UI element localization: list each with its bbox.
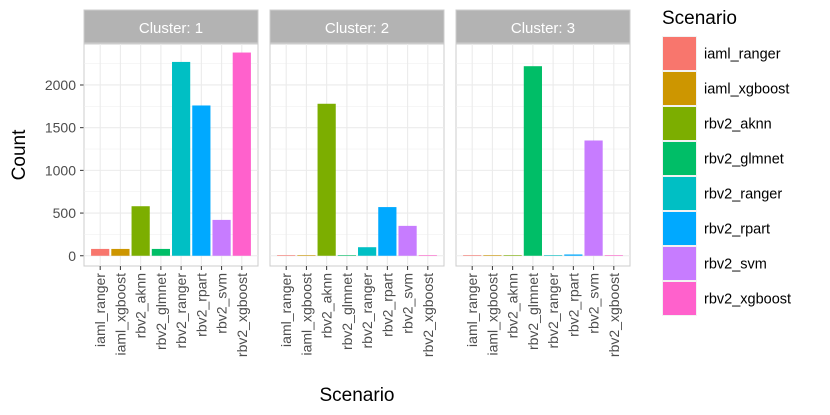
legend-label: rbv2_svm xyxy=(704,257,767,273)
legend-swatch-rbv2-xgboost xyxy=(663,282,696,315)
bar-rbv2-aknn xyxy=(317,103,336,256)
bar-iaml-ranger xyxy=(277,255,296,256)
facet-strip xyxy=(269,9,445,44)
x-tick-label: iaml_ranger xyxy=(464,273,480,347)
bar-rbv2-xgboost xyxy=(604,255,623,256)
x-axis-title: Scenario xyxy=(320,385,395,406)
legend-swatch-rbv2-rpart xyxy=(663,212,696,245)
x-tick-label: rbv2_xgboost xyxy=(606,273,622,357)
x-tick-label: rbv2_glmnet xyxy=(153,273,169,350)
panel-background xyxy=(455,43,631,267)
bar-rbv2-glmnet xyxy=(523,66,542,256)
legend-swatch-rbv2-ranger xyxy=(663,177,696,210)
bar-iaml-xgboost xyxy=(483,255,502,256)
x-tick-label: iaml_xgboost xyxy=(112,273,128,356)
bar-rbv2-rpart xyxy=(378,207,397,256)
bar-rbv2-glmnet xyxy=(151,248,170,256)
legend-label: rbv2_rpart xyxy=(704,222,770,238)
y-tick-label: 1500 xyxy=(45,120,76,136)
x-tick-label: rbv2_rpart xyxy=(193,273,209,337)
bar-rbv2-aknn xyxy=(503,255,522,256)
bar-rbv2-xgboost xyxy=(232,52,251,256)
x-tick-label: rbv2_aknn xyxy=(133,273,149,338)
facet-strip xyxy=(83,9,259,44)
y-axis-title: Count xyxy=(9,129,30,180)
legend-label: rbv2_glmnet xyxy=(704,152,784,168)
x-tick-label: rbv2_svm xyxy=(586,273,602,334)
facet-strip-label: Cluster: 1 xyxy=(139,20,203,37)
legend-swatch-rbv2-svm xyxy=(663,247,696,280)
x-tick-label: rbv2_svm xyxy=(400,273,416,334)
y-tick-label: 2000 xyxy=(45,77,76,93)
x-tick-label: rbv2_aknn xyxy=(505,273,521,338)
x-tick-label: rbv2_glmnet xyxy=(525,273,541,350)
y-tick-label: 1000 xyxy=(45,162,76,178)
facet-strip-label: Cluster: 3 xyxy=(511,20,575,37)
bar-rbv2-xgboost xyxy=(418,255,437,256)
legend-swatch-rbv2-glmnet xyxy=(663,142,696,175)
bar-rbv2-svm xyxy=(212,219,231,256)
bar-iaml-xgboost xyxy=(297,255,316,256)
x-tick-label: rbv2_glmnet xyxy=(339,273,355,350)
facet-strip-label: Cluster: 2 xyxy=(325,20,389,37)
panel-background xyxy=(269,43,445,267)
legend-label: iaml_ranger xyxy=(704,47,781,63)
legend-label: rbv2_ranger xyxy=(704,187,782,203)
legend-swatch-iaml-xgboost xyxy=(663,72,696,105)
bar-iaml-ranger xyxy=(463,255,482,256)
legend-swatch-rbv2-aknn xyxy=(663,107,696,140)
bar-rbv2-aknn xyxy=(131,206,150,256)
legend-label: rbv2_xgboost xyxy=(704,292,791,308)
bar-rbv2-ranger xyxy=(358,247,377,256)
y-tick-label: 500 xyxy=(53,205,77,221)
x-tick-label: rbv2_xgboost xyxy=(234,273,250,357)
y-tick-label: 0 xyxy=(68,248,76,264)
x-tick-label: rbv2_rpart xyxy=(379,273,395,337)
x-tick-label: rbv2_svm xyxy=(214,273,230,334)
x-tick-label: iaml_xgboost xyxy=(298,273,314,356)
bar-rbv2-rpart xyxy=(192,105,211,256)
x-tick-label: rbv2_ranger xyxy=(545,273,561,349)
bar-iaml-xgboost xyxy=(111,248,130,256)
x-tick-label: rbv2_rpart xyxy=(565,273,581,337)
bar-rbv2-svm xyxy=(398,225,417,256)
x-tick-label: iaml_ranger xyxy=(278,273,294,347)
x-tick-label: rbv2_xgboost xyxy=(420,273,436,357)
bar-rbv2-glmnet xyxy=(337,255,356,256)
facet-strip xyxy=(455,9,631,44)
bar-rbv2-ranger xyxy=(172,61,191,256)
bar-iaml-ranger xyxy=(91,248,110,256)
x-tick-label: iaml_ranger xyxy=(92,273,108,347)
legend-title: Scenario xyxy=(662,8,737,29)
legend-label: iaml_xgboost xyxy=(704,82,789,98)
x-tick-label: rbv2_ranger xyxy=(173,273,189,349)
bar-rbv2-svm xyxy=(584,140,603,256)
legend-swatch-iaml-ranger xyxy=(663,37,696,70)
x-tick-label: iaml_xgboost xyxy=(484,273,500,356)
bar-rbv2-ranger xyxy=(544,255,563,256)
x-tick-label: rbv2_ranger xyxy=(359,273,375,349)
panel-background xyxy=(83,43,259,267)
legend-label: rbv2_aknn xyxy=(704,117,772,133)
x-tick-label: rbv2_aknn xyxy=(319,273,335,338)
bar-rbv2-rpart xyxy=(564,254,583,256)
